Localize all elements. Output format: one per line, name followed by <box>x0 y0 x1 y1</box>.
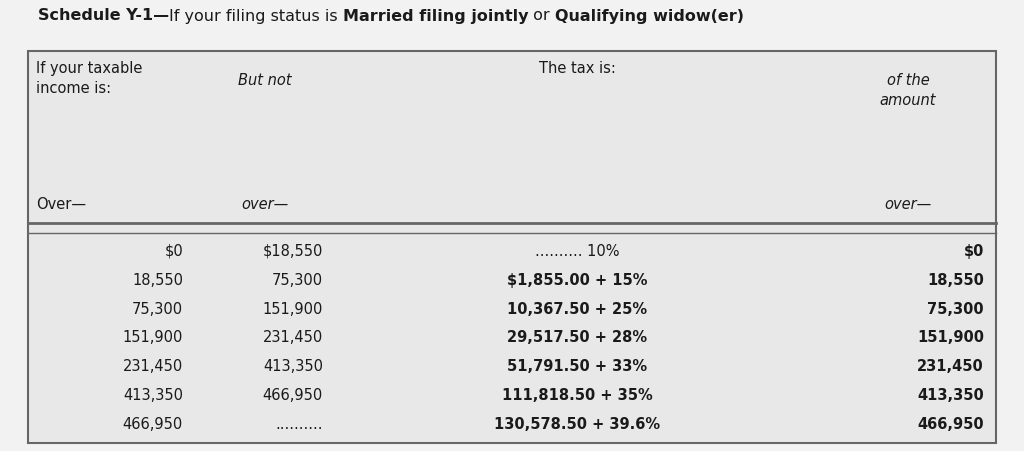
Text: $1,855.00 + 15%: $1,855.00 + 15% <box>507 273 648 288</box>
Text: 75,300: 75,300 <box>132 302 183 317</box>
Text: 111,818.50 + 35%: 111,818.50 + 35% <box>502 388 653 403</box>
Text: But not: But not <box>239 73 292 88</box>
Text: 466,950: 466,950 <box>918 417 984 432</box>
Text: 18,550: 18,550 <box>927 273 984 288</box>
Text: Over—: Over— <box>36 197 86 212</box>
Text: of the: of the <box>887 73 930 88</box>
Text: Married filing jointly: Married filing jointly <box>343 9 528 23</box>
Text: 51,791.50 + 33%: 51,791.50 + 33% <box>508 359 647 374</box>
Text: 29,517.50 + 28%: 29,517.50 + 28% <box>508 331 647 345</box>
Text: 413,350: 413,350 <box>918 388 984 403</box>
Text: 151,900: 151,900 <box>918 331 984 345</box>
Text: 466,950: 466,950 <box>263 388 323 403</box>
Text: 18,550: 18,550 <box>132 273 183 288</box>
Text: or: or <box>528 9 555 23</box>
Bar <box>28 51 996 443</box>
Text: 231,450: 231,450 <box>918 359 984 374</box>
Text: Qualifying widow(er): Qualifying widow(er) <box>555 9 744 23</box>
Text: 151,900: 151,900 <box>123 331 183 345</box>
Text: 413,350: 413,350 <box>123 388 183 403</box>
Text: income is:: income is: <box>36 81 112 96</box>
Text: over—: over— <box>242 197 289 212</box>
Text: .......... 10%: .......... 10% <box>536 244 620 259</box>
Text: $18,550: $18,550 <box>262 244 323 259</box>
Text: 130,578.50 + 39.6%: 130,578.50 + 39.6% <box>495 417 660 432</box>
Text: $0: $0 <box>964 244 984 259</box>
Text: 413,350: 413,350 <box>263 359 323 374</box>
Text: 231,450: 231,450 <box>263 331 323 345</box>
Text: over—: over— <box>885 197 932 212</box>
Text: 10,367.50 + 25%: 10,367.50 + 25% <box>508 302 647 317</box>
Text: $0: $0 <box>164 244 183 259</box>
Text: 75,300: 75,300 <box>928 302 984 317</box>
Text: ..........: .......... <box>275 417 323 432</box>
Text: 75,300: 75,300 <box>272 273 323 288</box>
Text: Schedule Y-1—: Schedule Y-1— <box>38 9 169 23</box>
Text: If your taxable: If your taxable <box>36 61 142 76</box>
Text: The tax is:: The tax is: <box>539 61 616 76</box>
Text: If your filing status is: If your filing status is <box>169 9 343 23</box>
Text: amount: amount <box>880 93 936 108</box>
Text: 231,450: 231,450 <box>123 359 183 374</box>
Text: 466,950: 466,950 <box>123 417 183 432</box>
Text: 151,900: 151,900 <box>262 302 323 317</box>
